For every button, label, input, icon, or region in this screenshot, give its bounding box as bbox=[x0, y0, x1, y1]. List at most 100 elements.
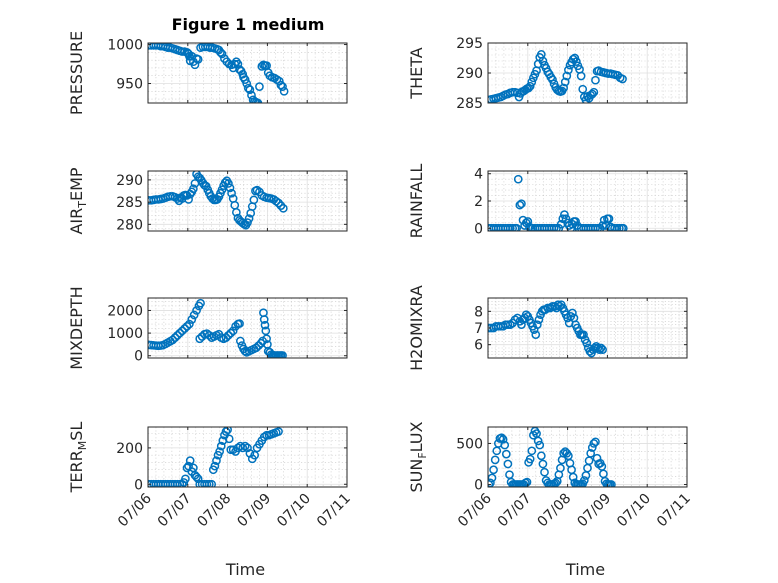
data-point bbox=[498, 434, 508, 444]
data-point bbox=[189, 184, 198, 194]
y-tick-label: 280 bbox=[116, 217, 143, 233]
y-axis-label-rest: EMP bbox=[67, 167, 86, 201]
data-point bbox=[523, 217, 533, 226]
data-point bbox=[235, 319, 244, 328]
data-point bbox=[170, 333, 180, 342]
data-point bbox=[551, 478, 561, 487]
y-tick-label: 1000 bbox=[107, 326, 143, 342]
data-point bbox=[604, 214, 614, 224]
data-point bbox=[488, 480, 494, 487]
y-tick-label: 290 bbox=[116, 173, 143, 189]
subplot-mixdepth: 0 1000 2000 MIXDEPTH bbox=[67, 286, 348, 370]
subplot-pressure: 950 1000 PRESSURE bbox=[67, 31, 348, 115]
data-point bbox=[224, 331, 233, 340]
data-point bbox=[238, 443, 248, 453]
y-axis-label-main: TERR bbox=[67, 450, 86, 493]
data-point bbox=[278, 351, 287, 358]
y-axis-label-subscript: T bbox=[76, 201, 89, 209]
y-tick-label: 0 bbox=[134, 477, 143, 493]
data-series bbox=[488, 50, 627, 103]
data-point bbox=[250, 97, 260, 103]
data-point bbox=[559, 83, 568, 93]
data-point bbox=[595, 345, 604, 355]
data-point bbox=[501, 449, 511, 459]
data-point bbox=[212, 456, 221, 465]
y-axis-label-rest: LUX bbox=[407, 421, 426, 452]
data-point bbox=[517, 320, 526, 330]
data-point bbox=[618, 74, 627, 84]
data-point bbox=[591, 75, 600, 85]
data-point bbox=[193, 55, 203, 64]
y-axis-label-rest: SL bbox=[67, 422, 86, 441]
data-point bbox=[232, 207, 241, 217]
y-tick-label: 0 bbox=[134, 349, 143, 365]
axes-box bbox=[147, 297, 348, 359]
data-point bbox=[173, 331, 182, 340]
data-point bbox=[259, 315, 269, 324]
data-point bbox=[533, 320, 542, 330]
data-point bbox=[598, 221, 607, 230]
data-point bbox=[579, 476, 589, 485]
data-series bbox=[488, 427, 616, 487]
data-point bbox=[527, 77, 537, 87]
data-series bbox=[148, 43, 289, 103]
data-point bbox=[216, 48, 225, 57]
y-axis-label: H2OMIXRA bbox=[407, 285, 426, 371]
data-point bbox=[182, 321, 192, 331]
data-point bbox=[261, 326, 271, 336]
data-point bbox=[279, 86, 289, 96]
data-point bbox=[215, 447, 224, 456]
y-axis-label-main: AIR bbox=[67, 208, 86, 235]
data-point bbox=[216, 441, 226, 451]
data-point bbox=[540, 467, 549, 477]
data-point bbox=[525, 454, 535, 464]
y-axis-label: PRESSURE bbox=[67, 31, 86, 115]
data-point bbox=[527, 446, 537, 456]
data-point bbox=[578, 84, 588, 94]
data-point bbox=[562, 71, 572, 81]
data-point bbox=[571, 217, 580, 226]
data-point bbox=[221, 333, 231, 342]
data-point bbox=[189, 310, 199, 320]
data-point bbox=[177, 326, 187, 336]
y-axis-label: THETA bbox=[407, 47, 426, 99]
data-point bbox=[560, 77, 570, 87]
subplot-air-temp: 280 285 290 AIRTEMP bbox=[67, 167, 348, 235]
data-point bbox=[251, 97, 261, 103]
y-tick-label: 295 bbox=[456, 36, 483, 52]
data-series bbox=[148, 298, 287, 358]
data-point bbox=[228, 326, 238, 336]
data-point bbox=[168, 335, 178, 345]
data-point bbox=[560, 210, 569, 219]
y-tick-label: 290 bbox=[456, 66, 483, 82]
data-point bbox=[192, 306, 201, 315]
data-point bbox=[568, 308, 577, 318]
y-tick-label: 285 bbox=[456, 96, 483, 112]
data-point bbox=[576, 71, 586, 81]
y-tick-label: 1000 bbox=[107, 38, 143, 54]
data-point bbox=[250, 450, 260, 460]
data-point bbox=[533, 436, 543, 446]
figure-title: Figure 1 medium bbox=[172, 15, 325, 34]
data-point bbox=[591, 437, 600, 447]
data-point bbox=[568, 472, 578, 482]
data-point bbox=[243, 83, 253, 93]
data-point bbox=[561, 214, 571, 224]
data-point bbox=[210, 461, 220, 471]
data-point bbox=[488, 478, 495, 487]
data-point bbox=[515, 200, 525, 210]
data-point bbox=[180, 324, 189, 333]
data-point bbox=[278, 82, 287, 91]
data-series bbox=[148, 427, 283, 487]
data-point bbox=[536, 451, 546, 461]
data-point bbox=[531, 330, 541, 340]
axes-background bbox=[148, 427, 347, 487]
data-point bbox=[490, 455, 500, 465]
data-point bbox=[253, 98, 263, 103]
data-point bbox=[589, 87, 599, 97]
data-point bbox=[207, 479, 217, 487]
y-tick-label: 2000 bbox=[107, 303, 143, 319]
y-tick-label: 950 bbox=[116, 77, 143, 93]
data-point bbox=[223, 427, 232, 435]
